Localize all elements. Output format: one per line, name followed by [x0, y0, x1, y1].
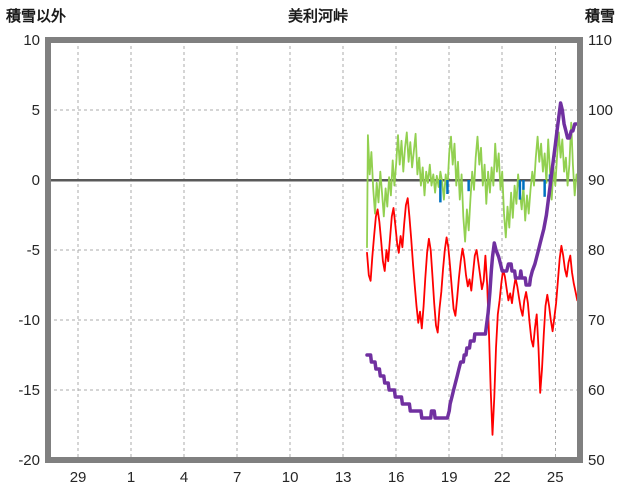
green-series — [366, 121, 578, 249]
x-axis-tick-label: 16 — [388, 469, 405, 486]
left-axis-tick-label: 10 — [23, 32, 40, 49]
snow-series — [365, 101, 579, 420]
x-axis-tick-label: 4 — [180, 469, 188, 486]
red-series — [366, 197, 579, 436]
x-axis-tick-label: 19 — [441, 469, 458, 486]
x-axis-tick-label: 13 — [335, 469, 352, 486]
x-axis-tick-label: 29 — [70, 469, 87, 486]
right-axis-tick-label: 100 — [588, 102, 613, 119]
right-axis-tick-label: 50 — [588, 452, 605, 469]
right-axis-tick-label: 80 — [588, 242, 605, 259]
x-axis-tick-label: 10 — [282, 469, 299, 486]
plot-border — [45, 37, 583, 463]
right-axis-tick-label: 70 — [588, 312, 605, 329]
left-axis-tick-label: -20 — [18, 452, 40, 469]
x-axis-tick-label: 7 — [233, 469, 241, 486]
left-axis-tick-label: -10 — [18, 312, 40, 329]
left-axis-tick-label: -15 — [18, 382, 40, 399]
right-axis-tick-label: 90 — [588, 172, 605, 189]
x-axis-tick-label: 25 — [547, 469, 564, 486]
right-axis-tick-label: 110 — [588, 32, 612, 49]
x-axis-tick-label: 22 — [494, 469, 511, 486]
left-axis-tick-label: 5 — [32, 102, 40, 119]
left-axis-title: 積雪以外 — [6, 8, 67, 25]
right-axis-title: 積雪 — [585, 8, 616, 25]
left-axis-tick-label: 0 — [32, 172, 40, 189]
right-axis-tick-label: 60 — [588, 382, 605, 399]
x-axis-tick-label: 1 — [127, 469, 135, 486]
left-axis-tick-label: -5 — [27, 242, 40, 259]
